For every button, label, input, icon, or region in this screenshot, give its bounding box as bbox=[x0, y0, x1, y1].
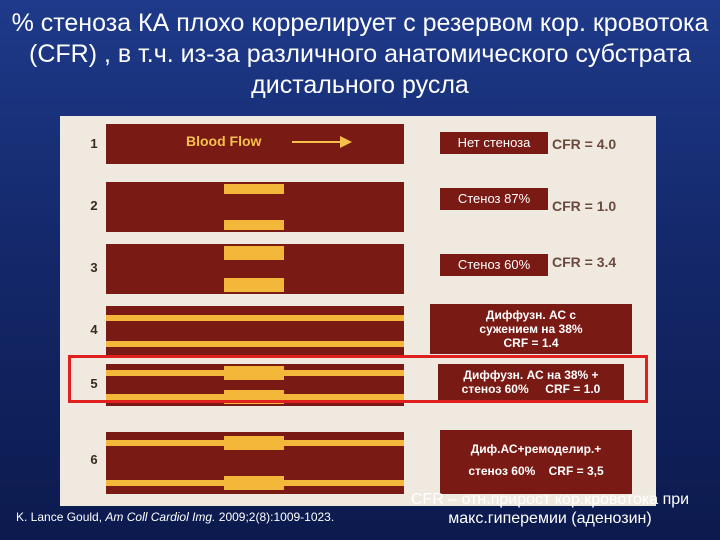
plaque-top bbox=[224, 366, 284, 380]
row-number: 5 bbox=[90, 376, 98, 391]
stenosis-label: Диффузн. АС на 38% + стеноз 60% CRF = 1.… bbox=[438, 364, 624, 400]
diffuse-plaque-bottom bbox=[106, 341, 404, 347]
vessel-diffuse-38 bbox=[106, 302, 404, 360]
row-number: 6 bbox=[90, 452, 98, 467]
stenosis-label: Стеноз 87% bbox=[440, 188, 548, 210]
vessel-stenosis-87 bbox=[106, 178, 404, 236]
blood-flow-label: Blood Flow bbox=[186, 133, 262, 149]
row-number: 1 bbox=[90, 136, 98, 151]
row-number: 2 bbox=[90, 198, 98, 213]
stenosis-label: Нет стеноза bbox=[440, 132, 548, 154]
figure-row-3: 3 CFR = 3.4 Стеноз 60% bbox=[60, 240, 656, 298]
flow-arrow-icon bbox=[292, 141, 342, 143]
flow-arrowhead-icon bbox=[340, 136, 352, 148]
vessel-wall bbox=[106, 306, 404, 356]
cfr-value: CFR = 3.4 bbox=[552, 254, 617, 270]
diffuse-plaque-top bbox=[106, 315, 404, 321]
citation: K. Lance Gould, Am Coll Cardiol Img. 200… bbox=[16, 510, 335, 524]
cfr-value: CFR = 4.0 bbox=[552, 136, 617, 152]
vessel-normal: Blood Flow bbox=[106, 116, 404, 174]
figure-row-2: 2 CFR = 1.0 Стеноз 87% bbox=[60, 178, 656, 236]
plaque-bottom bbox=[224, 476, 284, 490]
cfr-value: CFR = 1.0 bbox=[552, 198, 617, 214]
figure-row-4: 4 Диффузн. АС с сужением на 38% CRF = 1.… bbox=[60, 302, 656, 360]
slide-title: % стеноза КА плохо коррелирует с резерво… bbox=[11, 9, 709, 99]
plaque-top bbox=[224, 184, 284, 194]
cfr-definition-note: CFR – отн.прирост кор.кровотока при макс… bbox=[410, 491, 690, 527]
figure-row-6: 6 Диф.АС+ремоделир.+ стеноз 60% CRF = 3,… bbox=[60, 426, 656, 506]
row-5-highlight-frame bbox=[68, 355, 648, 403]
vessel-diffuse-stenosis bbox=[106, 360, 404, 418]
plaque-bottom bbox=[224, 278, 284, 292]
stenosis-label: Диффузн. АС с сужением на 38% CRF = 1.4 bbox=[430, 304, 632, 354]
figure-panel: 1 Blood Flow CFR = 4.0 Нет стеноза 2 CFR… bbox=[60, 116, 656, 506]
stenosis-label: Стеноз 60% bbox=[440, 254, 548, 276]
plaque-bottom bbox=[224, 220, 284, 230]
figure-row-5: 5 Диффузн. АС на 38% + стеноз 60% CRF = … bbox=[60, 360, 656, 418]
vessel-stenosis-60 bbox=[106, 240, 404, 298]
row-number: 3 bbox=[90, 260, 98, 275]
vessel-remodeled bbox=[106, 426, 404, 506]
plaque-top bbox=[224, 436, 284, 450]
figure-row-1: 1 Blood Flow CFR = 4.0 Нет стеноза bbox=[60, 116, 656, 174]
plaque-top bbox=[224, 246, 284, 260]
stenosis-label: Диф.АС+ремоделир.+ стеноз 60% CRF = 3,5 bbox=[440, 430, 632, 494]
vessel-wall bbox=[106, 124, 404, 164]
row-number: 4 bbox=[90, 322, 98, 337]
